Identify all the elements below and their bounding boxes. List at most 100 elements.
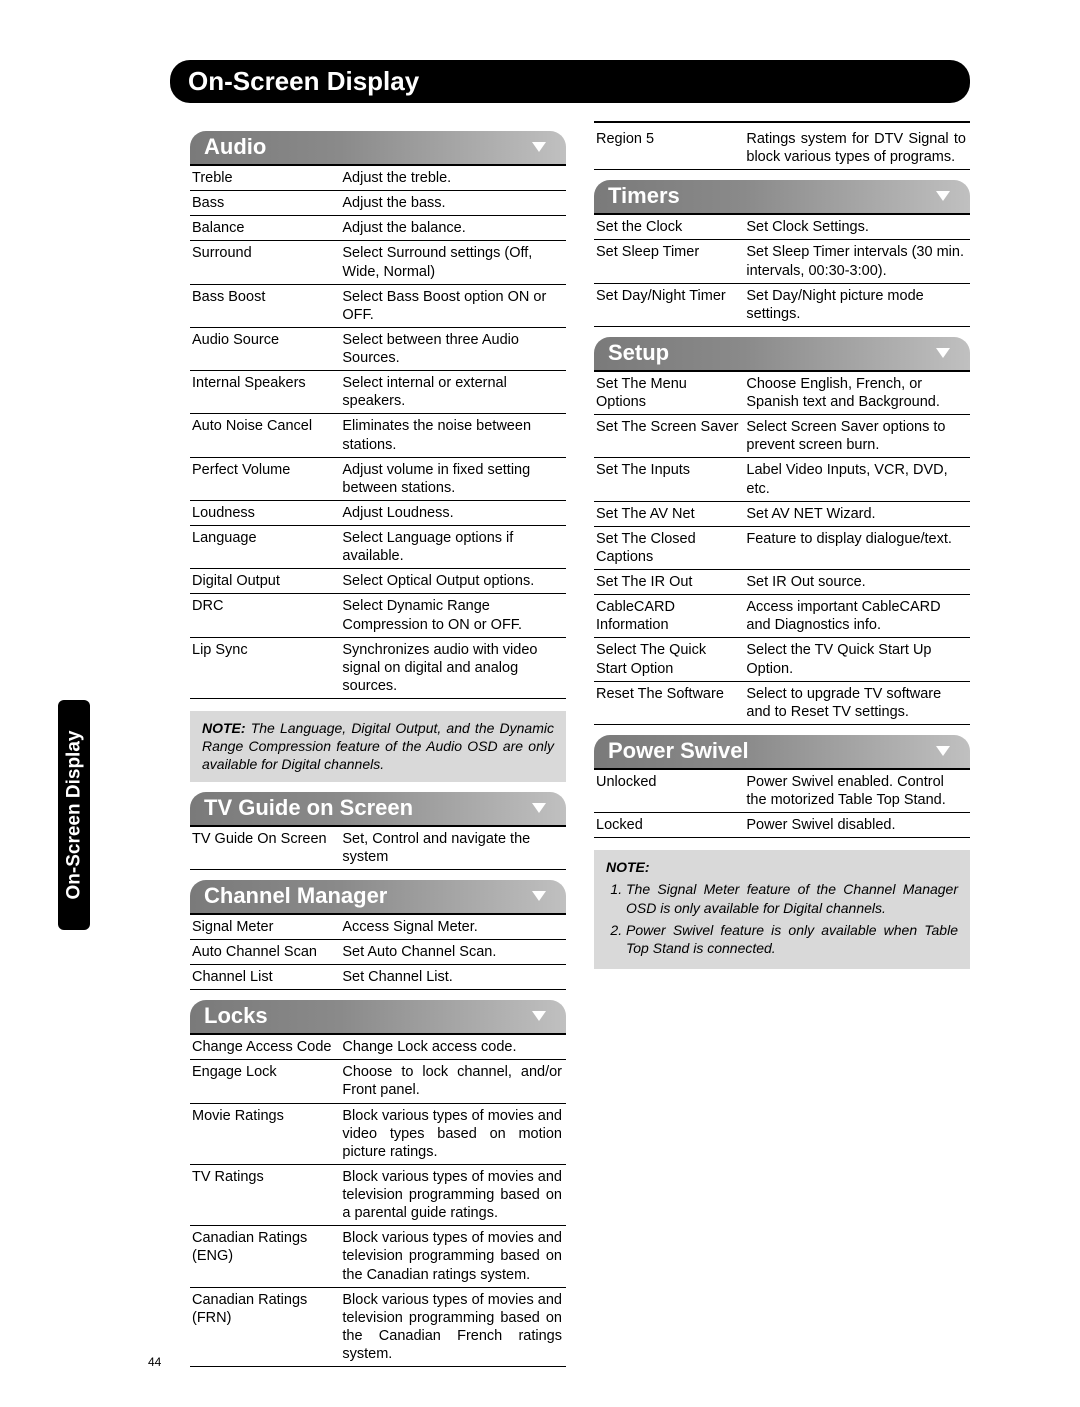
table-row: Reset The SoftwareSelect to upgrade TV s… bbox=[594, 681, 970, 724]
item-desc: Synchronizes audio with video signal on … bbox=[340, 637, 566, 698]
table-row: UnlockedPower Swivel enabled. Control th… bbox=[594, 770, 970, 813]
table-row: LockedPower Swivel disabled. bbox=[594, 813, 970, 838]
item-name: Channel List bbox=[190, 965, 340, 990]
note-label: NOTE: bbox=[606, 859, 650, 875]
note-box-2: NOTE: The Signal Meter feature of the Ch… bbox=[594, 850, 970, 969]
item-name: Engage Lock bbox=[190, 1060, 340, 1103]
item-desc: Label Video Inputs, VCR, DVD, etc. bbox=[744, 458, 970, 501]
audio-table: TrebleAdjust the treble.BassAdjust the b… bbox=[190, 166, 566, 699]
item-desc: Select Optical Output options. bbox=[340, 569, 566, 594]
item-name: Set the Clock bbox=[594, 215, 744, 240]
note-item: The Signal Meter feature of the Channel … bbox=[626, 880, 958, 916]
table-row: Set The AV NetSet AV NET Wizard. bbox=[594, 501, 970, 526]
table-row: Set Sleep TimerSet Sleep Timer intervals… bbox=[594, 240, 970, 283]
item-name: Bass bbox=[190, 191, 340, 216]
table-row: BassAdjust the bass. bbox=[190, 191, 566, 216]
table-row: DRCSelect Dynamic Range Compression to O… bbox=[190, 594, 566, 637]
table-row: CableCARD InformationAccess important Ca… bbox=[594, 595, 970, 638]
section-header-tvguide: TV Guide on Screen bbox=[190, 792, 566, 827]
item-name: Audio Source bbox=[190, 327, 340, 370]
item-name: Unlocked bbox=[594, 770, 744, 813]
note-box-1: NOTE: The Language, Digital Output, and … bbox=[190, 711, 566, 782]
table-row: Internal SpeakersSelect internal or exte… bbox=[190, 371, 566, 414]
item-name: Digital Output bbox=[190, 569, 340, 594]
section-header-locks: Locks bbox=[190, 1000, 566, 1035]
item-name: Lip Sync bbox=[190, 637, 340, 698]
table-row: Change Access CodeChange Lock access cod… bbox=[190, 1035, 566, 1060]
table-row: TV Guide On ScreenSet, Control and navig… bbox=[190, 827, 566, 870]
section-heading: Timers bbox=[608, 183, 680, 209]
item-desc: Adjust volume in fixed setting between s… bbox=[340, 457, 566, 500]
item-desc: Set Channel List. bbox=[340, 965, 566, 990]
item-desc: Select to upgrade TV software and to Res… bbox=[744, 681, 970, 724]
table-row: Set the ClockSet Clock Settings. bbox=[594, 215, 970, 240]
setup-table: Set The Menu OptionsChoose English, Fren… bbox=[594, 372, 970, 725]
table-row: Canadian Ratings (FRN)Block various type… bbox=[190, 1287, 566, 1367]
right-column: Region 5 Ratings system for DTV Signal t… bbox=[594, 121, 970, 1367]
item-desc: Adjust the treble. bbox=[340, 166, 566, 191]
item-desc: Select the TV Quick Start Up Option. bbox=[744, 638, 970, 681]
item-desc: Select Surround settings (Off, Wide, Nor… bbox=[340, 241, 566, 284]
item-desc: Choose to lock channel, and/or Front pan… bbox=[340, 1060, 566, 1103]
item-name: DRC bbox=[190, 594, 340, 637]
chevron-down-icon bbox=[532, 1011, 546, 1021]
item-name: Region 5 bbox=[594, 127, 744, 170]
item-desc: Select Screen Saver options to prevent s… bbox=[744, 415, 970, 458]
table-row: Auto Channel ScanSet Auto Channel Scan. bbox=[190, 939, 566, 964]
left-column: Audio TrebleAdjust the treble.BassAdjust… bbox=[190, 121, 566, 1367]
table-row: Select The Quick Start OptionSelect the … bbox=[594, 638, 970, 681]
item-desc: Feature to display dialogue/text. bbox=[744, 526, 970, 569]
item-name: Surround bbox=[190, 241, 340, 284]
item-desc: Select Language options if available. bbox=[340, 526, 566, 569]
item-name: Set The Closed Captions bbox=[594, 526, 744, 569]
region5-table: Region 5 Ratings system for DTV Signal t… bbox=[594, 127, 970, 170]
item-name: Auto Channel Scan bbox=[190, 939, 340, 964]
table-row: SurroundSelect Surround settings (Off, W… bbox=[190, 241, 566, 284]
section-header-swivel: Power Swivel bbox=[594, 735, 970, 770]
item-desc: Set Auto Channel Scan. bbox=[340, 939, 566, 964]
item-desc: Block various types of movies and televi… bbox=[340, 1164, 566, 1225]
section-heading: Channel Manager bbox=[204, 883, 387, 909]
section-header-channel: Channel Manager bbox=[190, 880, 566, 915]
item-desc: Eliminates the noise between stations. bbox=[340, 414, 566, 457]
item-desc: Select Dynamic Range Compression to ON o… bbox=[340, 594, 566, 637]
item-name: Change Access Code bbox=[190, 1035, 340, 1060]
page-number: 44 bbox=[148, 1355, 161, 1369]
channel-table: Signal MeterAccess Signal Meter.Auto Cha… bbox=[190, 915, 566, 990]
page-title: On-Screen Display bbox=[170, 60, 970, 103]
item-desc: Adjust the balance. bbox=[340, 216, 566, 241]
section-header-setup: Setup bbox=[594, 337, 970, 372]
timers-table: Set the ClockSet Clock Settings.Set Slee… bbox=[594, 215, 970, 327]
item-desc: Block various types of movies and televi… bbox=[340, 1287, 566, 1367]
table-row: Set Day/Night TimerSet Day/Night picture… bbox=[594, 283, 970, 326]
item-desc: Set Sleep Timer intervals (30 min. inter… bbox=[744, 240, 970, 283]
chevron-down-icon bbox=[532, 803, 546, 813]
chevron-down-icon bbox=[936, 746, 950, 756]
item-name: Bass Boost bbox=[190, 284, 340, 327]
item-desc: Select internal or external speakers. bbox=[340, 371, 566, 414]
table-row: Lip SyncSynchronizes audio with video si… bbox=[190, 637, 566, 698]
item-desc: Set AV NET Wizard. bbox=[744, 501, 970, 526]
item-name: Loudness bbox=[190, 500, 340, 525]
item-name: Canadian Ratings (ENG) bbox=[190, 1226, 340, 1287]
item-desc: Access Signal Meter. bbox=[340, 915, 566, 940]
section-header-audio: Audio bbox=[190, 131, 566, 166]
side-tab-label: On-Screen Display bbox=[63, 731, 85, 900]
item-desc: Set IR Out source. bbox=[744, 570, 970, 595]
table-row: Region 5 Ratings system for DTV Signal t… bbox=[594, 127, 970, 170]
chevron-down-icon bbox=[936, 348, 950, 358]
item-name: Movie Ratings bbox=[190, 1103, 340, 1164]
item-name: Set Sleep Timer bbox=[594, 240, 744, 283]
item-name: Language bbox=[190, 526, 340, 569]
tvguide-table: TV Guide On ScreenSet, Control and navig… bbox=[190, 827, 566, 870]
item-name: Auto Noise Cancel bbox=[190, 414, 340, 457]
item-name: Set The Screen Saver bbox=[594, 415, 744, 458]
columns: Audio TrebleAdjust the treble.BassAdjust… bbox=[190, 121, 970, 1367]
chevron-down-icon bbox=[936, 191, 950, 201]
side-tab: On-Screen Display bbox=[58, 700, 90, 930]
section-heading: TV Guide on Screen bbox=[204, 795, 413, 821]
item-name: Treble bbox=[190, 166, 340, 191]
note-body: The Language, Digital Output, and the Dy… bbox=[202, 720, 554, 772]
table-row: Digital OutputSelect Optical Output opti… bbox=[190, 569, 566, 594]
item-name: Locked bbox=[594, 813, 744, 838]
